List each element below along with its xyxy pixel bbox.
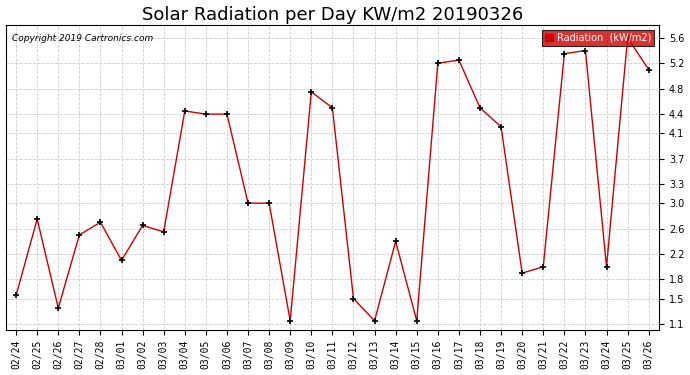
Legend: Radiation  (kW/m2): Radiation (kW/m2)	[542, 30, 654, 46]
Title: Solar Radiation per Day KW/m2 20190326: Solar Radiation per Day KW/m2 20190326	[141, 6, 523, 24]
Text: Copyright 2019 Cartronics.com: Copyright 2019 Cartronics.com	[12, 34, 153, 43]
